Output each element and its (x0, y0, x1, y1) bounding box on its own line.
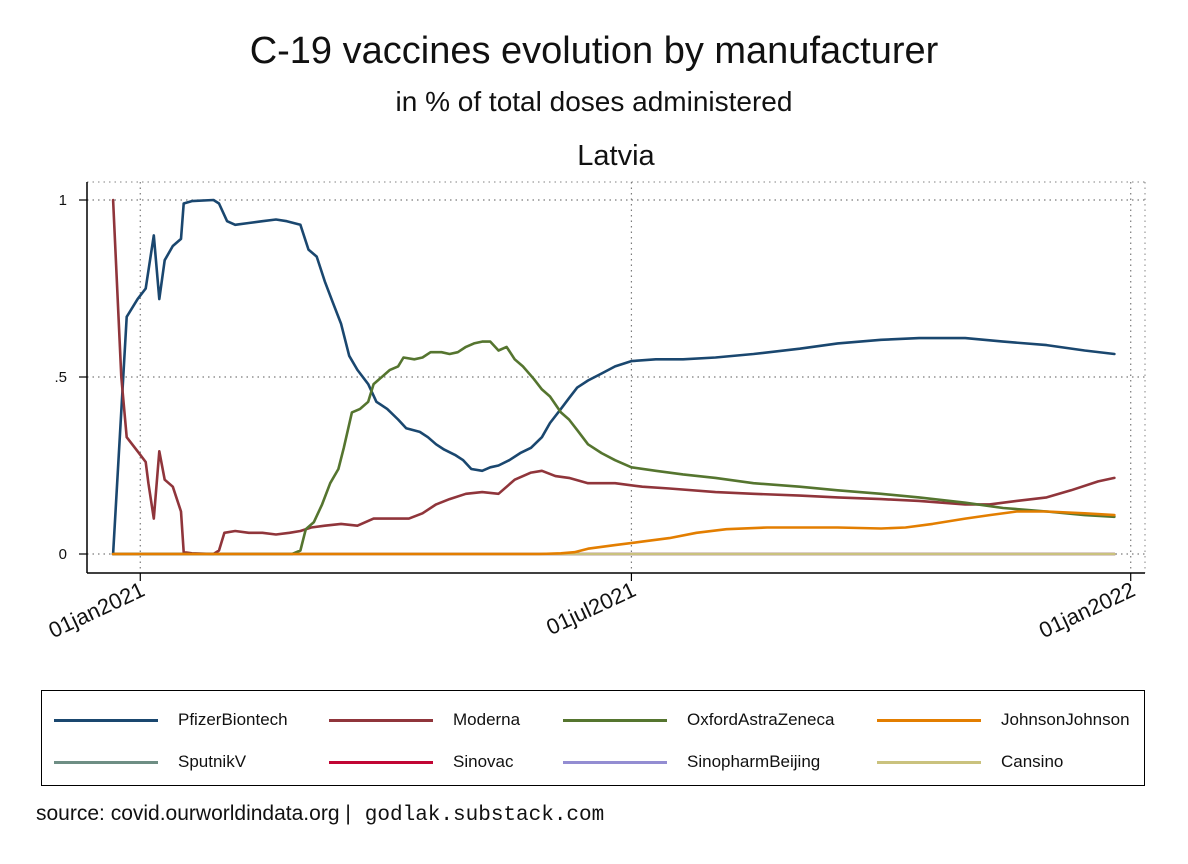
legend-item-oxfordastrazeneca: OxfordAstraZeneca (563, 710, 834, 730)
axes-layer: 0 .5 1 01jan2021 01jul2021 01jan2022 (45, 182, 1145, 643)
line-chart: 0 .5 1 01jan2021 01jul2021 01jan2022 (45, 181, 1146, 643)
legend-label: OxfordAstraZeneca (687, 710, 835, 729)
legend-item-moderna: Moderna (329, 710, 520, 730)
legend-item-sinovac: Sinovac (329, 752, 513, 772)
legend-label: Moderna (453, 710, 521, 729)
legend-item-cansino: Cansino (877, 752, 1063, 772)
legend: PfizerBiontech Moderna OxfordAstraZeneca Jo… (41, 690, 1145, 786)
legend-swatch (54, 718, 158, 722)
legend-item-sinopharmbeijing: SinopharmBeijing (563, 752, 820, 772)
series-line-oxfordastrazeneca (111, 340, 1116, 556)
facet-label: Latvia (577, 140, 655, 172)
x-tick-label: 01jan2021 (45, 577, 149, 643)
y-tick-label: .5 (54, 369, 67, 386)
legend-swatch (54, 760, 158, 764)
legend-item-johnsonjohnson: JohnsonJohnson (877, 710, 1130, 730)
legend-swatch (329, 760, 433, 764)
chart-subtitle: in % of total doses administered (395, 86, 793, 117)
legend-label: SputnikV (178, 752, 247, 771)
series-layer (111, 198, 1116, 556)
legend-item-pfizerbiontech: PfizerBiontech (54, 710, 288, 730)
series-line-pfizerbiontech (111, 198, 1116, 556)
source-prefix: source: covid.ourworldindata.org | (36, 802, 351, 825)
legend-label: PfizerBiontech (178, 710, 288, 729)
legend-swatch (563, 718, 667, 722)
y-tick-label: 1 (59, 192, 67, 209)
legend-swatch (877, 760, 981, 764)
legend-swatch (329, 718, 433, 722)
x-tick-label: 01jan2022 (1035, 577, 1139, 643)
legend-label: Cansino (1001, 752, 1064, 771)
source-link[interactable]: godlak.substack.com (364, 804, 605, 827)
legend-swatch (877, 718, 981, 722)
x-tick-label: 01jul2021 (542, 577, 639, 640)
series-line-moderna (111, 198, 1116, 556)
legend-item-sputnikv: SputnikV (54, 752, 246, 772)
chart-title: C-19 vaccines evolution by manufacturer (249, 30, 939, 72)
series-line-johnsonjohnson (111, 510, 1116, 556)
y-tick-label: 0 (59, 546, 67, 563)
legend-label: SinopharmBeijing (687, 752, 821, 771)
legend-label: Sinovac (453, 752, 514, 771)
legend-label: JohnsonJohnson (1001, 710, 1130, 729)
source-note: source: covid.ourworldindata.org | godlak… (36, 802, 604, 827)
legend-swatch (563, 760, 667, 764)
